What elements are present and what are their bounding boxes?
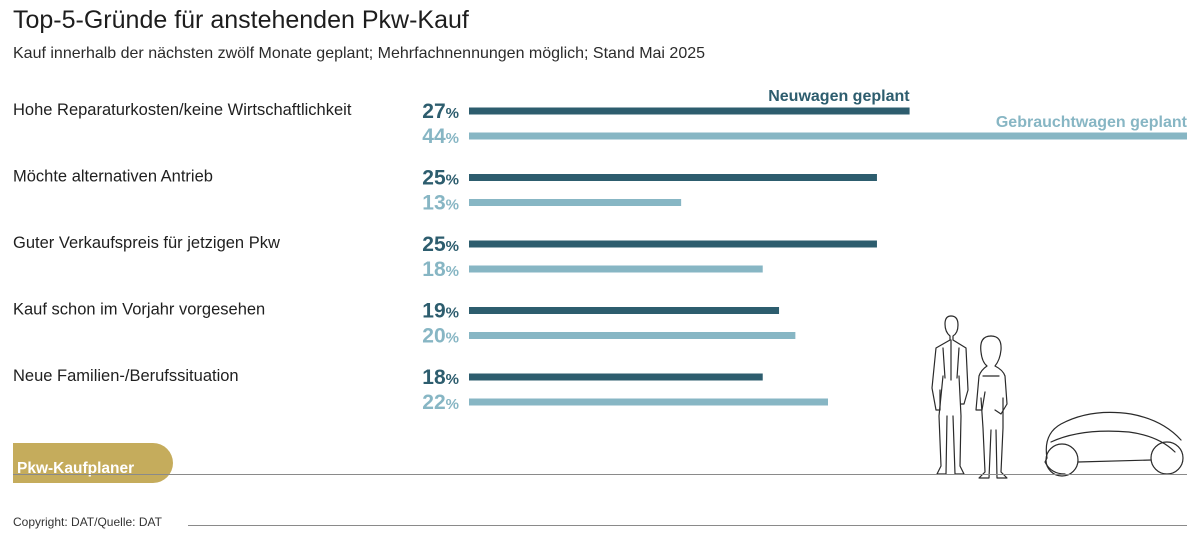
chart-subtitle: Kauf innerhalb der nächsten zwölf Monate… — [13, 45, 706, 62]
bar — [469, 398, 828, 406]
bar — [469, 240, 877, 248]
value-label: 27% — [422, 100, 459, 123]
bar — [469, 373, 763, 381]
value-label: 18% — [422, 366, 459, 389]
kaufplaner-badge: Pkw-Kaufplaner — [13, 443, 173, 483]
bar — [469, 265, 763, 273]
bar — [469, 107, 910, 115]
category-label: Kauf schon im Vorjahr vorgesehen — [13, 301, 265, 319]
legend-label: Gebrauchtwagen geplant — [996, 114, 1188, 131]
bar — [469, 132, 1187, 140]
kaufplaner-badge-label: Pkw-Kaufplaner — [17, 460, 135, 477]
value-label: 25% — [422, 233, 459, 256]
chart-title: Top-5-Gründe für anstehenden Pkw-Kauf — [13, 6, 469, 34]
car-outline-icon — [1044, 411, 1184, 477]
value-label: 20% — [422, 325, 459, 348]
value-label: 19% — [422, 300, 459, 323]
value-label: 18% — [422, 258, 459, 281]
bar — [469, 199, 682, 206]
category-label: Guter Verkaufspreis für jetzigen Pkw — [13, 234, 280, 252]
people-and-car-illustration — [931, 315, 1184, 479]
category-label: Hohe Reparaturkosten/keine Wirtschaftlic… — [13, 101, 352, 119]
bar — [469, 174, 877, 181]
footer-baseline — [13, 474, 1187, 475]
legend-label: Neuwagen geplant — [768, 88, 910, 105]
standing-man-icon — [931, 315, 969, 475]
copyright-rule — [188, 525, 1187, 526]
bar — [469, 332, 796, 339]
value-label: 44% — [422, 125, 459, 148]
bar-chart: Hohe Reparaturkosten/keine Wirtschaftlic… — [13, 88, 1188, 414]
value-label: 25% — [422, 167, 459, 190]
category-label: Möchte alternativen Antrieb — [13, 168, 213, 186]
value-label: 22% — [422, 391, 459, 414]
copyright-note: Copyright: DAT/Quelle: DAT — [13, 515, 162, 529]
standing-woman-icon — [975, 335, 1008, 479]
value-label: 13% — [422, 192, 459, 215]
bar — [469, 307, 780, 314]
category-label: Neue Familien-/Berufssituation — [13, 367, 239, 385]
